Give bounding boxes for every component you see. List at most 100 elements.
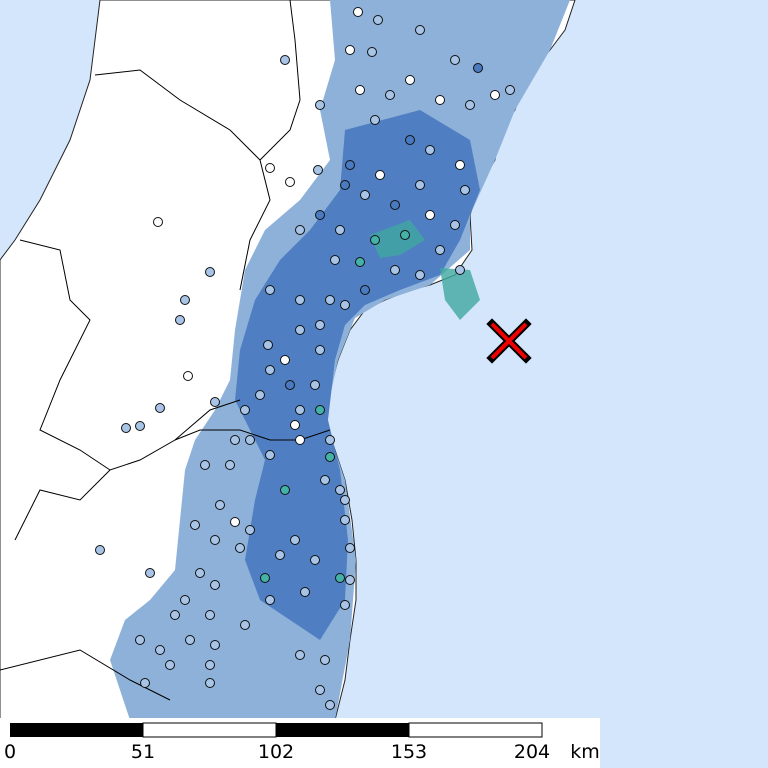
station (260, 573, 270, 583)
station (180, 595, 190, 605)
station (155, 645, 165, 655)
station (255, 390, 265, 400)
station (205, 678, 215, 688)
station (95, 545, 105, 555)
station (121, 423, 131, 433)
station (185, 635, 195, 645)
station (210, 640, 220, 650)
station (230, 517, 240, 527)
station (310, 555, 320, 565)
station (465, 100, 475, 110)
station (340, 180, 350, 190)
station (245, 525, 255, 535)
station (355, 85, 365, 95)
station (390, 265, 400, 275)
station (405, 75, 415, 85)
station (280, 355, 290, 365)
station (295, 295, 305, 305)
station (290, 420, 300, 430)
station (425, 210, 435, 220)
station (265, 163, 275, 173)
station (155, 403, 165, 413)
station (205, 267, 215, 277)
station (180, 295, 190, 305)
station (335, 485, 345, 495)
station (263, 340, 273, 350)
station (205, 660, 215, 670)
station (345, 543, 355, 553)
station (205, 610, 215, 620)
station (367, 47, 377, 57)
station (315, 405, 325, 415)
station (505, 85, 515, 95)
scale-label: 102 (258, 741, 294, 763)
station (320, 475, 330, 485)
scale-label: 51 (131, 741, 155, 763)
station (315, 320, 325, 330)
station (340, 515, 350, 525)
station (373, 15, 383, 25)
station (200, 460, 210, 470)
station (215, 500, 225, 510)
scale-unit: km (570, 741, 600, 763)
station (230, 435, 240, 445)
station (415, 180, 425, 190)
station (355, 257, 365, 267)
station (345, 45, 355, 55)
station (325, 295, 335, 305)
station (170, 610, 180, 620)
station (390, 200, 400, 210)
scale-bar (10, 722, 543, 738)
station (183, 371, 193, 381)
station (265, 450, 275, 460)
station (265, 285, 275, 295)
station (295, 325, 305, 335)
station (325, 435, 335, 445)
station (415, 25, 425, 35)
station (385, 90, 395, 100)
station (435, 95, 445, 105)
station (450, 55, 460, 65)
station (295, 225, 305, 235)
station (370, 235, 380, 245)
station (330, 255, 340, 265)
station (225, 460, 235, 470)
station (165, 660, 175, 670)
station (425, 145, 435, 155)
station (310, 380, 320, 390)
station (175, 315, 185, 325)
station (353, 7, 363, 17)
station (460, 185, 470, 195)
station (320, 655, 330, 665)
station (195, 568, 205, 578)
station (265, 365, 275, 375)
prefecture-boundaries (0, 0, 331, 701)
station (400, 230, 410, 240)
station (315, 210, 325, 220)
station (375, 170, 385, 180)
station (345, 160, 355, 170)
station (290, 535, 300, 545)
station (360, 285, 370, 295)
station (325, 700, 335, 710)
scale-label: 0 (4, 741, 16, 763)
station (153, 217, 163, 227)
station (340, 600, 350, 610)
station (435, 245, 445, 255)
intensity-area-teal (370, 220, 480, 320)
station (335, 573, 345, 583)
station (345, 575, 355, 585)
station (265, 595, 275, 605)
station (280, 485, 290, 495)
station (335, 225, 345, 235)
station (135, 421, 145, 431)
scale-label: 153 (391, 741, 427, 763)
station (455, 265, 465, 275)
station (210, 535, 220, 545)
station (240, 405, 250, 415)
station (315, 685, 325, 695)
station (300, 587, 310, 597)
station (285, 177, 295, 187)
station (275, 550, 285, 560)
